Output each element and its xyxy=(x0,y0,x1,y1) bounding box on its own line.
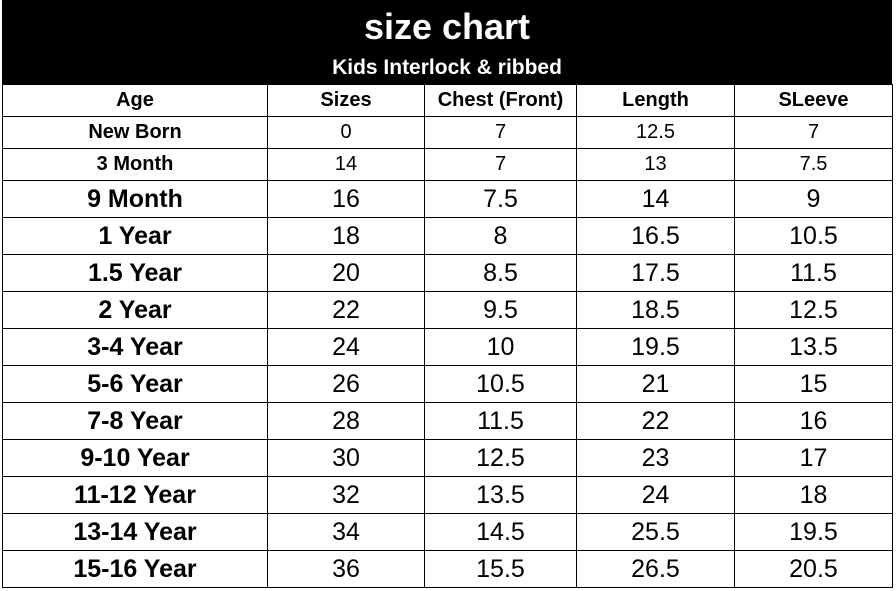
age-cell: 15-16 Year xyxy=(2,550,268,588)
chest-cell: 10 xyxy=(424,328,577,366)
chest-cell: 12.5 xyxy=(424,439,577,477)
table-row: New Born 0 7 12.5 7 xyxy=(2,116,893,149)
table-row: 2 Year 22 9.5 18.5 12.5 xyxy=(2,291,893,329)
table-row: 15-16 Year 36 15.5 26.5 20.5 xyxy=(2,550,893,588)
header-sizes: Sizes xyxy=(267,84,425,117)
length-cell: 16.5 xyxy=(576,217,735,255)
sleeve-cell: 19.5 xyxy=(734,513,893,551)
chest-cell: 15.5 xyxy=(424,550,577,588)
age-cell: 13-14 Year xyxy=(2,513,268,551)
age-cell: 1 Year xyxy=(2,217,268,255)
size-cell: 28 xyxy=(267,402,425,440)
length-cell: 22 xyxy=(576,402,735,440)
size-cell: 22 xyxy=(267,291,425,329)
sleeve-cell: 10.5 xyxy=(734,217,893,255)
sleeve-cell: 12.5 xyxy=(734,291,893,329)
age-cell: New Born xyxy=(2,116,268,149)
title-banner: size chart Kids Interlock & ribbed xyxy=(2,0,892,84)
table-row: 13-14 Year 34 14.5 25.5 19.5 xyxy=(2,513,893,551)
chest-cell: 7 xyxy=(424,116,577,149)
sleeve-cell: 17 xyxy=(734,439,893,477)
chest-cell: 9.5 xyxy=(424,291,577,329)
age-cell: 3-4 Year xyxy=(2,328,268,366)
size-table: Age Sizes Chest (Front) Length SLeeve Ne… xyxy=(2,84,893,588)
sleeve-cell: 7.5 xyxy=(734,148,893,181)
chest-cell: 7 xyxy=(424,148,577,181)
sleeve-cell: 15 xyxy=(734,365,893,403)
table-row: 9-10 Year 30 12.5 23 17 xyxy=(2,439,893,477)
length-cell: 12.5 xyxy=(576,116,735,149)
size-cell: 18 xyxy=(267,217,425,255)
length-cell: 24 xyxy=(576,476,735,514)
table-row: 1.5 Year 20 8.5 17.5 11.5 xyxy=(2,254,893,292)
sleeve-cell: 16 xyxy=(734,402,893,440)
header-age: Age xyxy=(2,84,268,117)
chart-subtitle: Kids Interlock & ribbed xyxy=(332,56,562,79)
size-cell: 14 xyxy=(267,148,425,181)
sleeve-cell: 13.5 xyxy=(734,328,893,366)
chest-cell: 13.5 xyxy=(424,476,577,514)
table-row: 9 Month 16 7.5 14 9 xyxy=(2,180,893,218)
table-row: 5-6 Year 26 10.5 21 15 xyxy=(2,365,893,403)
age-cell: 9 Month xyxy=(2,180,268,218)
size-cell: 26 xyxy=(267,365,425,403)
age-cell: 5-6 Year xyxy=(2,365,268,403)
header-chest: Chest (Front) xyxy=(424,84,577,117)
length-cell: 25.5 xyxy=(576,513,735,551)
age-cell: 9-10 Year xyxy=(2,439,268,477)
size-cell: 24 xyxy=(267,328,425,366)
chart-title: size chart xyxy=(363,6,531,47)
sleeve-cell: 18 xyxy=(734,476,893,514)
age-cell: 2 Year xyxy=(2,291,268,329)
length-cell: 17.5 xyxy=(576,254,735,292)
sleeve-cell: 7 xyxy=(734,116,893,149)
length-cell: 26.5 xyxy=(576,550,735,588)
length-cell: 18.5 xyxy=(576,291,735,329)
chest-cell: 11.5 xyxy=(424,402,577,440)
table-row: 1 Year 18 8 16.5 10.5 xyxy=(2,217,893,255)
header-sleeve: SLeeve xyxy=(734,84,893,117)
size-cell: 0 xyxy=(267,116,425,149)
header-row: Age Sizes Chest (Front) Length SLeeve xyxy=(2,84,893,117)
header-length: Length xyxy=(576,84,735,117)
chest-cell: 8 xyxy=(424,217,577,255)
age-cell: 11-12 Year xyxy=(2,476,268,514)
size-cell: 36 xyxy=(267,550,425,588)
size-cell: 20 xyxy=(267,254,425,292)
size-cell: 34 xyxy=(267,513,425,551)
chest-cell: 10.5 xyxy=(424,365,577,403)
age-cell: 1.5 Year xyxy=(2,254,268,292)
length-cell: 23 xyxy=(576,439,735,477)
length-cell: 14 xyxy=(576,180,735,218)
sleeve-cell: 20.5 xyxy=(734,550,893,588)
chest-cell: 14.5 xyxy=(424,513,577,551)
sleeve-cell: 9 xyxy=(734,180,893,218)
size-cell: 30 xyxy=(267,439,425,477)
sleeve-cell: 11.5 xyxy=(734,254,893,292)
size-cell: 16 xyxy=(267,180,425,218)
chest-cell: 8.5 xyxy=(424,254,577,292)
table-row: 11-12 Year 32 13.5 24 18 xyxy=(2,476,893,514)
table-row: 7-8 Year 28 11.5 22 16 xyxy=(2,402,893,440)
length-cell: 19.5 xyxy=(576,328,735,366)
length-cell: 13 xyxy=(576,148,735,181)
age-cell: 7-8 Year xyxy=(2,402,268,440)
table-row: 3 Month 14 7 13 7.5 xyxy=(2,148,893,181)
age-cell: 3 Month xyxy=(2,148,268,181)
chest-cell: 7.5 xyxy=(424,180,577,218)
size-cell: 32 xyxy=(267,476,425,514)
length-cell: 21 xyxy=(576,365,735,403)
table-row: 3-4 Year 24 10 19.5 13.5 xyxy=(2,328,893,366)
